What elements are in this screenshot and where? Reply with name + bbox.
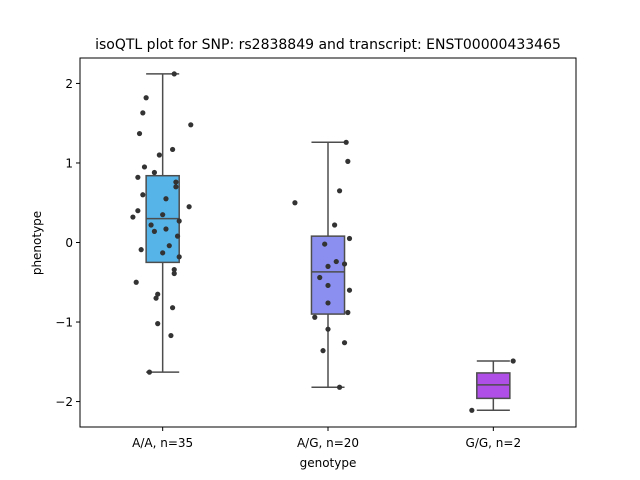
data-point <box>343 139 349 145</box>
data-point <box>322 241 328 247</box>
data-point <box>346 287 353 293</box>
data-point <box>325 263 331 269</box>
box-iqr <box>310 235 346 315</box>
data-point <box>156 152 162 158</box>
data-point <box>163 226 169 232</box>
x-tick-label: G/G, n=2 <box>466 436 522 450</box>
x-axis-label: genotype <box>300 456 357 470</box>
data-point <box>141 164 148 170</box>
data-point <box>320 348 326 354</box>
data-point <box>173 179 179 185</box>
data-point <box>135 208 141 214</box>
data-point <box>151 228 157 234</box>
y-tick-label: 2 <box>65 77 73 91</box>
data-point <box>168 332 174 339</box>
data-point <box>345 309 351 316</box>
data-point <box>333 258 339 265</box>
data-point <box>171 270 177 277</box>
data-point <box>174 233 181 239</box>
y-tick-label: 0 <box>65 236 73 250</box>
plot-area <box>79 57 577 428</box>
data-point <box>171 71 177 77</box>
data-point <box>135 174 141 180</box>
data-point <box>148 222 154 228</box>
box-iqr <box>476 372 511 400</box>
data-point <box>146 369 153 375</box>
y-axis: −2 −1 0 1 2 <box>55 77 80 409</box>
data-point <box>312 314 318 320</box>
y-tick-label: −1 <box>55 316 73 330</box>
data-point <box>173 184 179 190</box>
data-point <box>138 247 144 253</box>
data-point <box>160 212 166 218</box>
data-point <box>346 235 353 242</box>
data-point <box>325 300 331 306</box>
data-point <box>160 250 166 256</box>
data-point <box>155 291 161 297</box>
data-point <box>171 266 177 273</box>
x-tick-label: A/A, n=35 <box>132 436 193 450</box>
chart-title: isoQTL plot for SNP: rs2838849 and trans… <box>95 37 561 53</box>
data-point <box>510 358 516 364</box>
data-point <box>140 110 146 116</box>
y-tick-label: 1 <box>65 156 73 170</box>
box-group-2 <box>476 360 511 412</box>
data-point <box>169 305 176 311</box>
data-point <box>341 340 348 346</box>
data-point <box>336 188 343 194</box>
x-tick-label: A/G, n=20 <box>297 436 359 450</box>
points-layer <box>130 71 516 413</box>
y-tick-label: −2 <box>55 395 73 409</box>
data-point <box>176 254 182 260</box>
y-axis-label: phenotype <box>30 211 44 275</box>
boxes-layer <box>145 73 511 412</box>
data-point <box>317 274 323 281</box>
data-point <box>130 214 136 220</box>
data-point <box>186 204 192 210</box>
data-point <box>188 122 194 128</box>
data-point <box>332 222 338 228</box>
data-point <box>133 279 139 285</box>
data-point <box>166 243 172 249</box>
data-point <box>140 192 146 198</box>
data-point <box>151 169 157 176</box>
data-point <box>163 196 169 202</box>
box-group-1 <box>310 141 346 388</box>
data-point <box>136 130 143 137</box>
data-point <box>143 95 149 101</box>
data-point <box>169 146 176 153</box>
x-axis: A/A, n=35 A/G, n=20 G/G, n=2 <box>132 427 521 450</box>
data-point <box>336 384 343 390</box>
data-point <box>292 200 298 206</box>
box-group-0 <box>145 73 180 373</box>
data-point <box>153 295 159 301</box>
data-point <box>325 326 331 332</box>
data-point <box>325 282 331 289</box>
data-point <box>176 218 182 224</box>
data-point <box>155 321 161 327</box>
data-point <box>341 261 348 267</box>
data-point <box>345 158 351 164</box>
data-point <box>469 407 475 413</box>
